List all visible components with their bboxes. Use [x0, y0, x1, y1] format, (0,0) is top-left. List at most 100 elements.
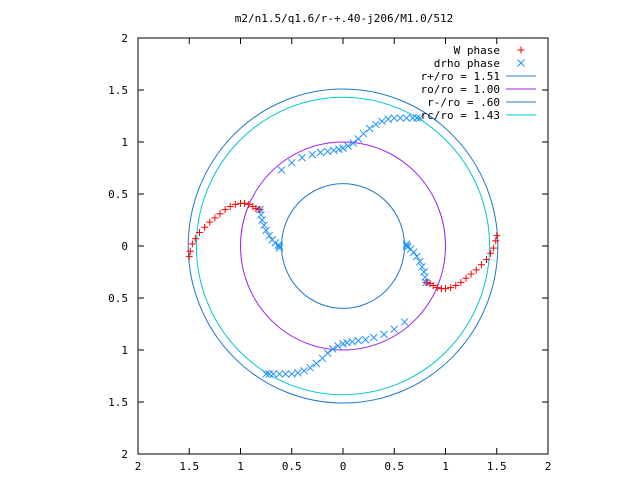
legend-label: r+/ro = 1.51: [421, 70, 500, 83]
marker-stroke: [416, 257, 424, 266]
marker-stroke: [402, 240, 411, 248]
chart-title: m2/n1.5/q1.6/r-+.40-j206/M1.0/512: [235, 12, 454, 25]
marker-stroke: [265, 231, 274, 240]
point-series-1: [339, 339, 347, 348]
marker-stroke: [306, 363, 315, 372]
point-series-1: [277, 166, 286, 174]
y-tick-label: 2: [121, 448, 128, 461]
point-series-1: [396, 114, 405, 122]
point-series-1: [402, 242, 411, 250]
marker-stroke: [359, 129, 368, 138]
point-series-1: [312, 359, 321, 368]
point-series-0: [188, 240, 196, 248]
marker-stroke: [300, 366, 308, 375]
point-series-1: [348, 337, 357, 346]
marker-stroke: [406, 245, 415, 253]
point-series-0: [492, 237, 500, 245]
point-series-0: [437, 285, 445, 293]
point-series-1: [334, 341, 342, 350]
point-series-0: [216, 210, 224, 218]
marker-stroke: [265, 370, 274, 378]
point-series-0: [457, 278, 465, 286]
point-series-0: [211, 214, 219, 222]
marker-stroke: [517, 59, 525, 67]
point-series-0: [447, 284, 455, 292]
point-series-1: [318, 354, 327, 363]
marker-stroke: [308, 150, 317, 159]
marker-stroke: [365, 124, 374, 133]
marker-stroke: [275, 242, 284, 250]
point-series-0: [487, 249, 495, 257]
point-series-1: [371, 120, 380, 129]
point-series-0: [477, 261, 485, 269]
marker-stroke: [312, 359, 321, 368]
point-series-0: [483, 256, 490, 264]
point-series-1: [287, 158, 296, 167]
marker-stroke: [318, 354, 327, 363]
marker-stroke: [412, 114, 421, 122]
point-series-1: [344, 142, 352, 151]
point-series-1: [328, 345, 337, 353]
point-series-1: [260, 221, 268, 230]
point-series-1: [354, 336, 363, 345]
point-series-1: [361, 335, 370, 344]
x-tick-label: 1: [442, 460, 449, 473]
y-tick-label: 1.5: [108, 396, 128, 409]
marker-stroke: [271, 239, 280, 247]
reference-circle-5: [195, 96, 491, 396]
marker-stroke: [344, 142, 352, 151]
point-series-1: [369, 333, 378, 342]
legend-label: rc/ro = 1.43: [421, 109, 500, 122]
y-tick-label: 0.5: [108, 188, 128, 201]
legend-label: W phase: [454, 44, 500, 57]
y-tick-label: 2: [121, 32, 128, 45]
marker-stroke: [287, 158, 296, 167]
x-tick-label: 0.5: [282, 460, 302, 473]
marker-stroke: [275, 244, 284, 252]
point-series-0: [201, 223, 209, 231]
point-series-1: [275, 370, 284, 378]
x-tick-label: 0: [340, 460, 347, 473]
marker-stroke: [390, 114, 399, 122]
legend-swatch: [517, 59, 525, 67]
marker-stroke: [277, 166, 286, 174]
marker-stroke: [316, 148, 325, 157]
point-series-1: [420, 268, 428, 276]
marker-stroke: [412, 252, 421, 261]
y-tick-label: 1: [121, 344, 128, 357]
y-tick-label: 0.5: [108, 292, 128, 305]
point-series-1: [308, 150, 317, 159]
x-tick-label: 2: [135, 460, 142, 473]
y-tick-label: 1.5: [108, 84, 128, 97]
marker-stroke: [275, 370, 284, 378]
marker-stroke: [339, 339, 347, 348]
marker-stroke: [262, 370, 270, 378]
point-series-1: [416, 114, 424, 122]
point-series-0: [226, 202, 234, 210]
point-series-0: [191, 235, 199, 243]
marker-stroke: [416, 114, 424, 122]
reference-circle-2: [187, 88, 499, 404]
point-series-1: [365, 124, 374, 133]
marker-stroke: [287, 370, 296, 378]
point-series-1: [384, 115, 392, 123]
point-series-1: [329, 146, 338, 155]
point-series-1: [400, 318, 409, 326]
point-series-0: [462, 274, 470, 282]
point-series-1: [349, 139, 358, 147]
point-series-1: [262, 370, 270, 378]
point-series-0: [493, 232, 501, 240]
marker-stroke: [400, 318, 409, 326]
legend-swatch: [517, 46, 525, 54]
marker-stroke: [348, 337, 357, 346]
point-series-1: [306, 363, 315, 372]
axis-ticks: 2 1.5 1 0.5 0 0.5 1 1.5 221.510.500.511.52: [108, 32, 551, 473]
point-series-1: [390, 325, 399, 334]
point-series-1: [339, 144, 347, 153]
point-series-1: [359, 129, 368, 138]
point-series-0: [221, 206, 229, 214]
point-series-0: [185, 252, 193, 260]
point-series-1: [258, 216, 266, 224]
point-series-1: [412, 114, 421, 122]
marker-stroke: [294, 369, 302, 377]
